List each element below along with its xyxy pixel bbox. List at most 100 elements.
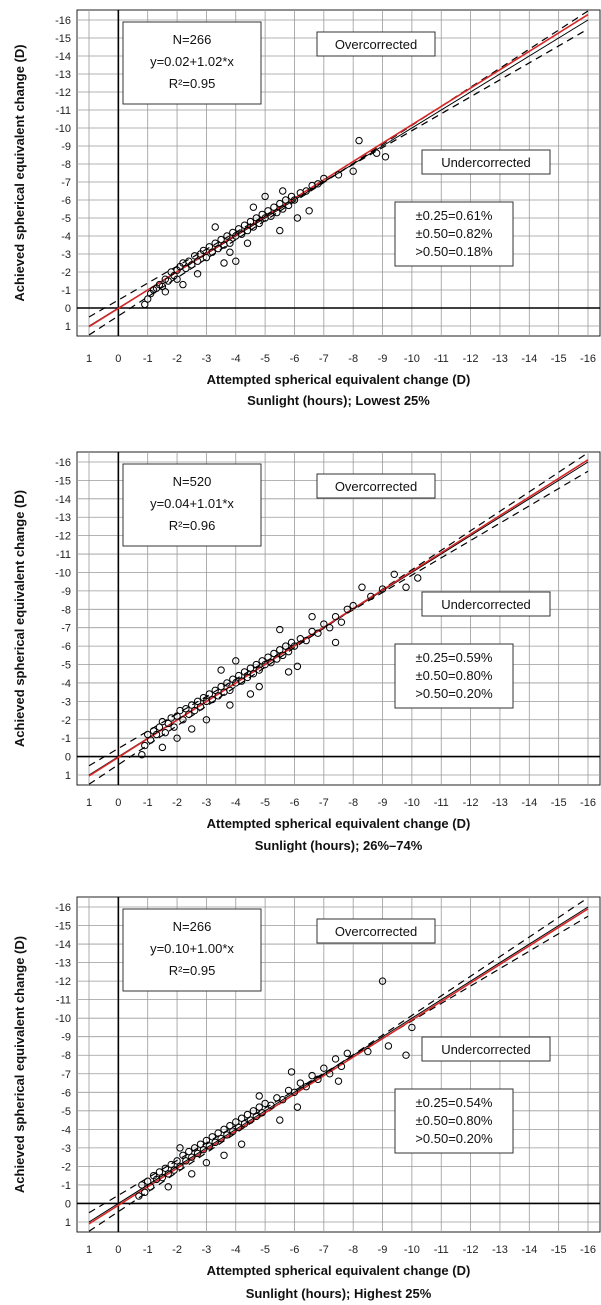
- data-point: [378, 977, 387, 985]
- data-point: [211, 223, 219, 231]
- panel-caption: Sunlight (hours); 26%–74%: [255, 838, 423, 853]
- stats-line: R²=0.96: [169, 518, 216, 533]
- accuracy-line: ±0.25=0.59%: [416, 650, 493, 665]
- stats-line: R²=0.95: [169, 76, 216, 91]
- data-point: [334, 171, 343, 179]
- data-point: [173, 734, 181, 742]
- data-point: [226, 239, 234, 247]
- x-tick-label: 0: [115, 353, 121, 365]
- x-tick-label: -1: [143, 797, 153, 809]
- data-point: [164, 277, 172, 285]
- y-tick-label: -8: [61, 1050, 71, 1062]
- data-point: [193, 1149, 202, 1158]
- x-tick-label: -2: [172, 1244, 182, 1256]
- data-point: [138, 1181, 146, 1189]
- y-tick-label: -1: [61, 285, 71, 297]
- data-point: [164, 1170, 172, 1178]
- x-tick-label: -3: [202, 1244, 212, 1256]
- y-tick-label: -4: [61, 231, 71, 243]
- x-tick-label: -4: [231, 1244, 241, 1256]
- data-point: [193, 270, 202, 278]
- y-tick-label: -6: [61, 195, 71, 207]
- data-point: [255, 1103, 263, 1111]
- x-tick-label: -13: [492, 797, 508, 809]
- y-tick-label: -14: [55, 494, 71, 506]
- data-point: [308, 1071, 316, 1080]
- stats-line: y=0.02+1.02*x: [150, 54, 234, 69]
- data-point: [302, 1083, 310, 1091]
- data-point: [170, 1166, 178, 1174]
- data-point: [152, 730, 161, 739]
- data-point: [243, 226, 252, 235]
- data-point: [182, 264, 190, 273]
- data-point: [320, 174, 328, 183]
- x-tick-label: -13: [492, 1244, 508, 1256]
- data-point: [249, 223, 258, 231]
- overcorrected-box: [316, 31, 436, 57]
- scatter-panel-3: -16-15-14-13-12-11-10-9-8-7-6-5-4-3-2-10…: [12, 896, 601, 1301]
- x-axis-title: Attempted spherical equivalent change (D…: [207, 816, 471, 831]
- overcorrected-label: Overcorrected: [335, 479, 417, 494]
- data-point: [281, 642, 290, 650]
- data-point: [237, 230, 246, 238]
- x-tick-label: -12: [463, 353, 479, 365]
- data-point: [202, 1136, 211, 1145]
- data-point: [384, 1042, 393, 1050]
- y-tick-label: -11: [56, 105, 71, 117]
- scatter-panel-1: -16-15-14-13-12-11-10-9-8-7-6-5-4-3-2-10…: [12, 9, 601, 408]
- data-point: [279, 651, 287, 660]
- data-point: [161, 288, 170, 296]
- overcorrected-label: Overcorrected: [335, 924, 417, 939]
- y-tick-label: 1: [65, 1217, 71, 1229]
- y-tick-label: -15: [55, 33, 71, 45]
- x-tick-label: -2: [172, 797, 182, 809]
- data-point: [267, 1101, 275, 1109]
- data-point: [185, 710, 193, 718]
- x-tick-label: -10: [404, 353, 420, 365]
- y-tick-label: -5: [61, 1106, 71, 1118]
- data-point: [188, 261, 196, 269]
- x-tick-label: -5: [260, 797, 270, 809]
- y-tick-label: -15: [55, 475, 71, 487]
- data-point: [226, 686, 234, 695]
- stats-line: N=266: [173, 919, 212, 934]
- y-tick-label: -3: [61, 696, 71, 708]
- x-tick-label: -8: [348, 797, 358, 809]
- data-point: [223, 232, 231, 240]
- data-point: [173, 712, 181, 720]
- x-tick-label: -4: [231, 797, 241, 809]
- panel-caption: Sunlight (hours); Highest 25%: [246, 1286, 432, 1301]
- y-tick-label: -6: [61, 1087, 71, 1099]
- data-point: [135, 1192, 143, 1200]
- data-point: [190, 1144, 199, 1152]
- data-point: [267, 658, 275, 667]
- data-point: [205, 690, 214, 698]
- accuracy-box: [394, 201, 514, 267]
- data-point: [276, 226, 284, 235]
- y-tick-label: -3: [61, 249, 71, 261]
- data-point: [196, 703, 205, 711]
- y-tick-label: -4: [61, 678, 71, 690]
- data-point: [279, 205, 287, 213]
- data-point: [237, 1114, 246, 1122]
- undercorrected-box: [421, 149, 551, 175]
- data-point: [158, 743, 167, 752]
- y-axis-title: Achieved spherical equivalent change (D): [12, 44, 27, 301]
- undercorrected-box: [421, 1036, 551, 1062]
- y-tick-label: -7: [61, 1069, 71, 1081]
- y-tick-label: -5: [61, 660, 71, 672]
- data-point: [144, 1177, 152, 1185]
- stats-line: R²=0.95: [169, 963, 216, 978]
- accuracy-line: ±0.50=0.82%: [416, 226, 493, 241]
- data-point: [414, 574, 422, 582]
- y-tick-label: -13: [55, 958, 71, 970]
- x-axis-title: Attempted spherical equivalent change (D…: [207, 1263, 471, 1278]
- data-point: [155, 1168, 164, 1176]
- y-tick-label: -14: [55, 51, 71, 63]
- y-tick-label: -2: [61, 1161, 71, 1173]
- data-point: [205, 1142, 214, 1150]
- data-point: [182, 1157, 190, 1165]
- data-point: [138, 751, 146, 759]
- data-point: [276, 1116, 284, 1124]
- accuracy-line: ±0.25=0.54%: [416, 1095, 493, 1110]
